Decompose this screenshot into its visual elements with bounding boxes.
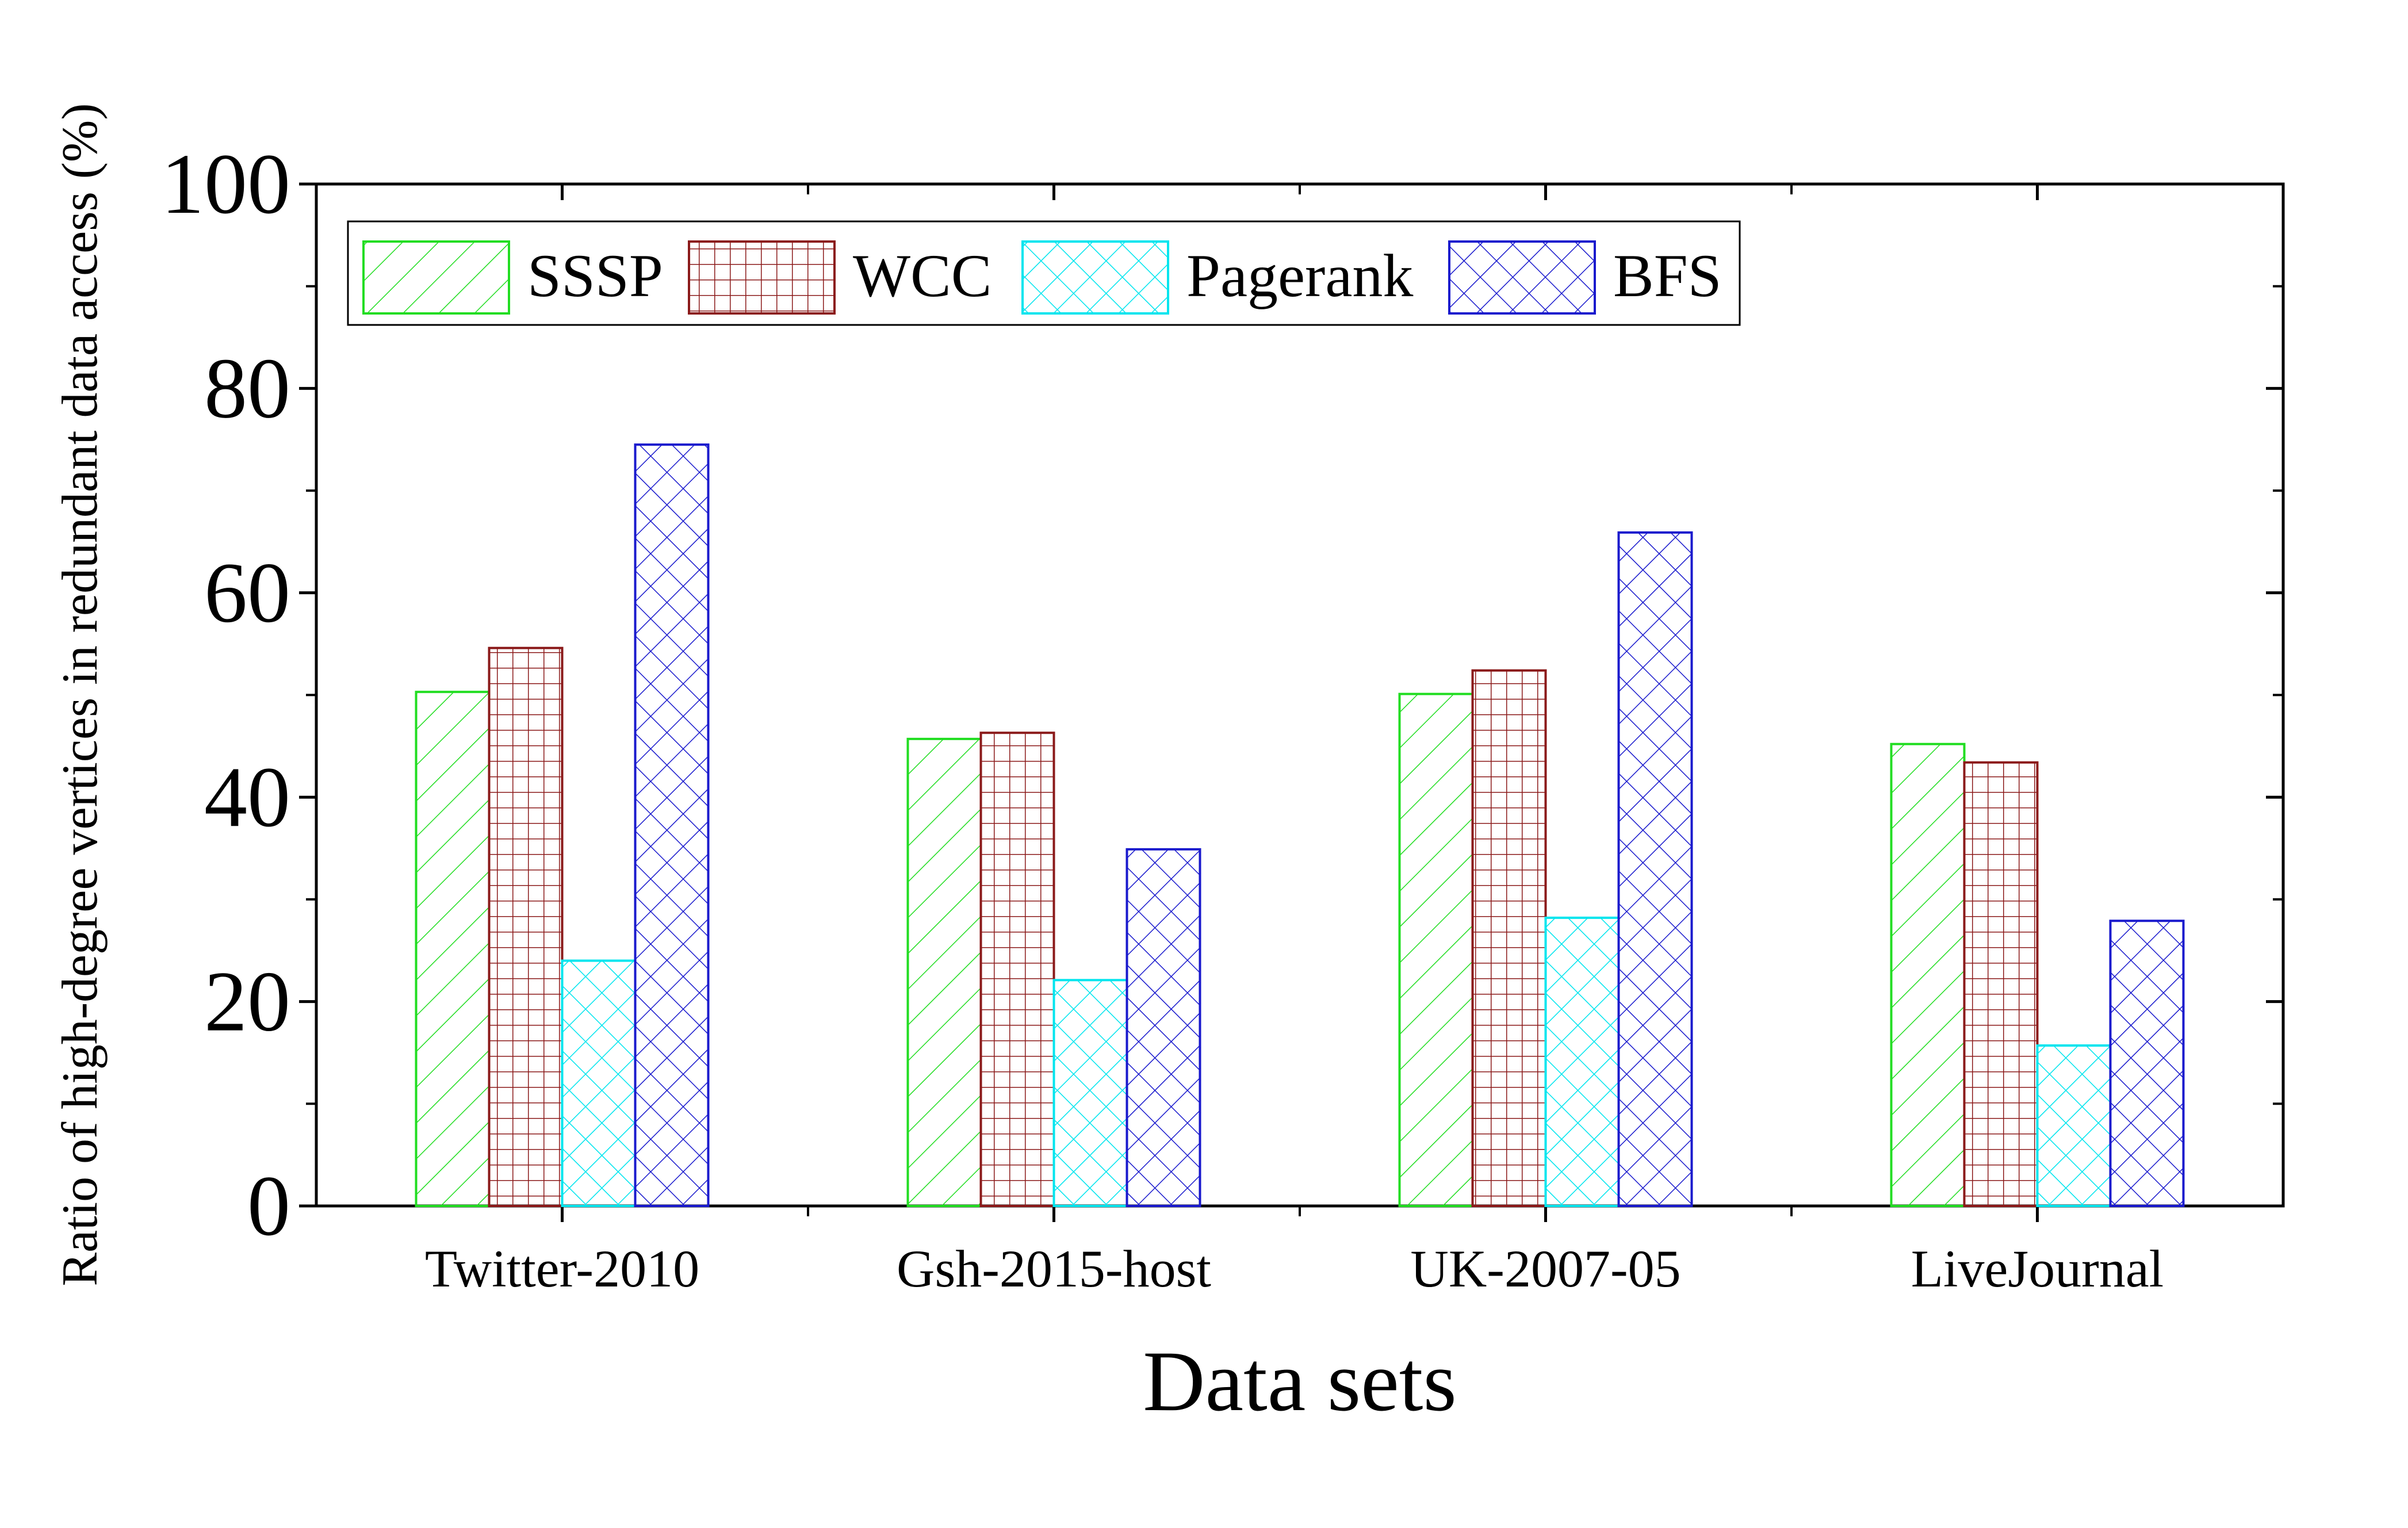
x-axis: Twitter-2010 Gsh-2015-host UK-2007-05 LiveJ… <box>425 184 2164 1298</box>
legend-label-pagerank: Pagerank <box>1186 242 1413 309</box>
bar-bfs-3 <box>2109 920 2185 1208</box>
legend-label-bfs: BFS <box>1613 242 1722 309</box>
legend-swatch-pagerank <box>1021 240 1169 315</box>
legend: SSSP WCC Pagerank BFS <box>347 220 1741 326</box>
x-tick-label: Twitter-2010 <box>425 1239 699 1298</box>
bar-sssp-2 <box>1398 692 1474 1207</box>
legend-label-sssp: SSSP <box>527 242 663 309</box>
y-tick-label: 40 <box>204 749 290 845</box>
legend-swatch-sssp <box>362 240 510 315</box>
bar-sssp-1 <box>906 737 982 1207</box>
bar-sssp-3 <box>1890 742 1966 1207</box>
bar-sssp-0 <box>415 691 491 1207</box>
bar-wcc-1 <box>979 732 1055 1207</box>
bar-wcc-0 <box>488 646 564 1208</box>
y-tick-label: 20 <box>204 954 290 1050</box>
legend-swatch-bfs <box>1448 240 1596 315</box>
bar-wcc-2 <box>1471 669 1547 1208</box>
bar-bfs-0 <box>634 443 710 1207</box>
bar-pagerank-2 <box>1544 916 1620 1207</box>
x-tick-label: LiveJournal <box>1911 1239 2164 1298</box>
y-axis: 0 20 40 60 80 100 <box>161 136 2283 1254</box>
bar-pagerank-3 <box>2036 1044 2112 1207</box>
bar-wcc-3 <box>1963 761 2039 1207</box>
x-tick-label: UK-2007-05 <box>1410 1239 1680 1298</box>
y-tick-label: 0 <box>247 1158 290 1254</box>
legend-label-wcc: WCC <box>853 242 991 309</box>
y-tick-label: 60 <box>204 545 290 641</box>
bar-pagerank-1 <box>1052 979 1128 1207</box>
y-axis-title: Ratio of high-degree vertices in redunda… <box>52 103 108 1286</box>
bar-pagerank-0 <box>561 959 637 1208</box>
legend-swatch-wcc <box>688 240 836 315</box>
x-axis-title: Data sets <box>1143 1334 1457 1429</box>
bar-bfs-2 <box>1617 531 1693 1207</box>
y-tick-label: 100 <box>161 136 290 232</box>
bar-bfs-1 <box>1125 848 1201 1207</box>
x-tick-label: Gsh-2015-host <box>897 1239 1211 1298</box>
y-tick-label: 80 <box>204 340 290 436</box>
bars-group <box>415 443 2185 1208</box>
